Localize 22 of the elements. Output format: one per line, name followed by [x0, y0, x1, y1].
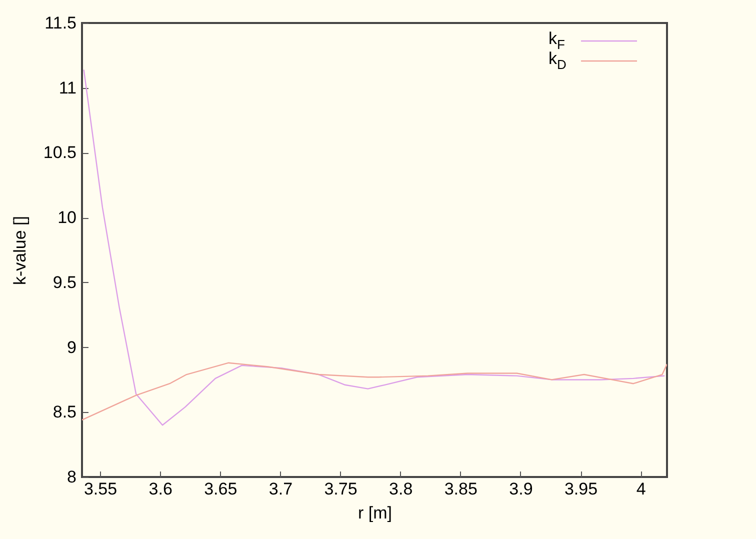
- y-tick-label: 9: [67, 338, 76, 357]
- x-tick-label: 3.95: [564, 480, 598, 498]
- x-tick-label: 4: [636, 480, 646, 498]
- y-tick-label: 11.5: [44, 14, 76, 32]
- line-series: [83, 69, 666, 426]
- x-tick-label: 3.8: [389, 480, 413, 498]
- x-tick-label: 3.9: [509, 480, 533, 498]
- x-tick-label: 3.75: [324, 480, 358, 498]
- x-tick-label: 3.7: [268, 480, 293, 498]
- y-tick-label: 8.5: [52, 402, 76, 422]
- x-tick-label: 3.55: [84, 480, 118, 498]
- x-tick-label: 3.85: [444, 480, 478, 498]
- x-tick-label: 3.65: [204, 480, 238, 498]
- y-tick-label: 10: [58, 208, 76, 228]
- y-tick-label: 10.5: [43, 143, 76, 162]
- y-tick-label: 9.5: [52, 272, 76, 292]
- x-axis-title: r [m]: [358, 504, 392, 522]
- x-tick-label: 3.6: [148, 480, 172, 498]
- line-series: [82, 362, 667, 421]
- y-tick-label: 8: [67, 468, 76, 486]
- y-axis-title: k-value []: [10, 216, 30, 285]
- y-tick-label: 11: [58, 78, 76, 98]
